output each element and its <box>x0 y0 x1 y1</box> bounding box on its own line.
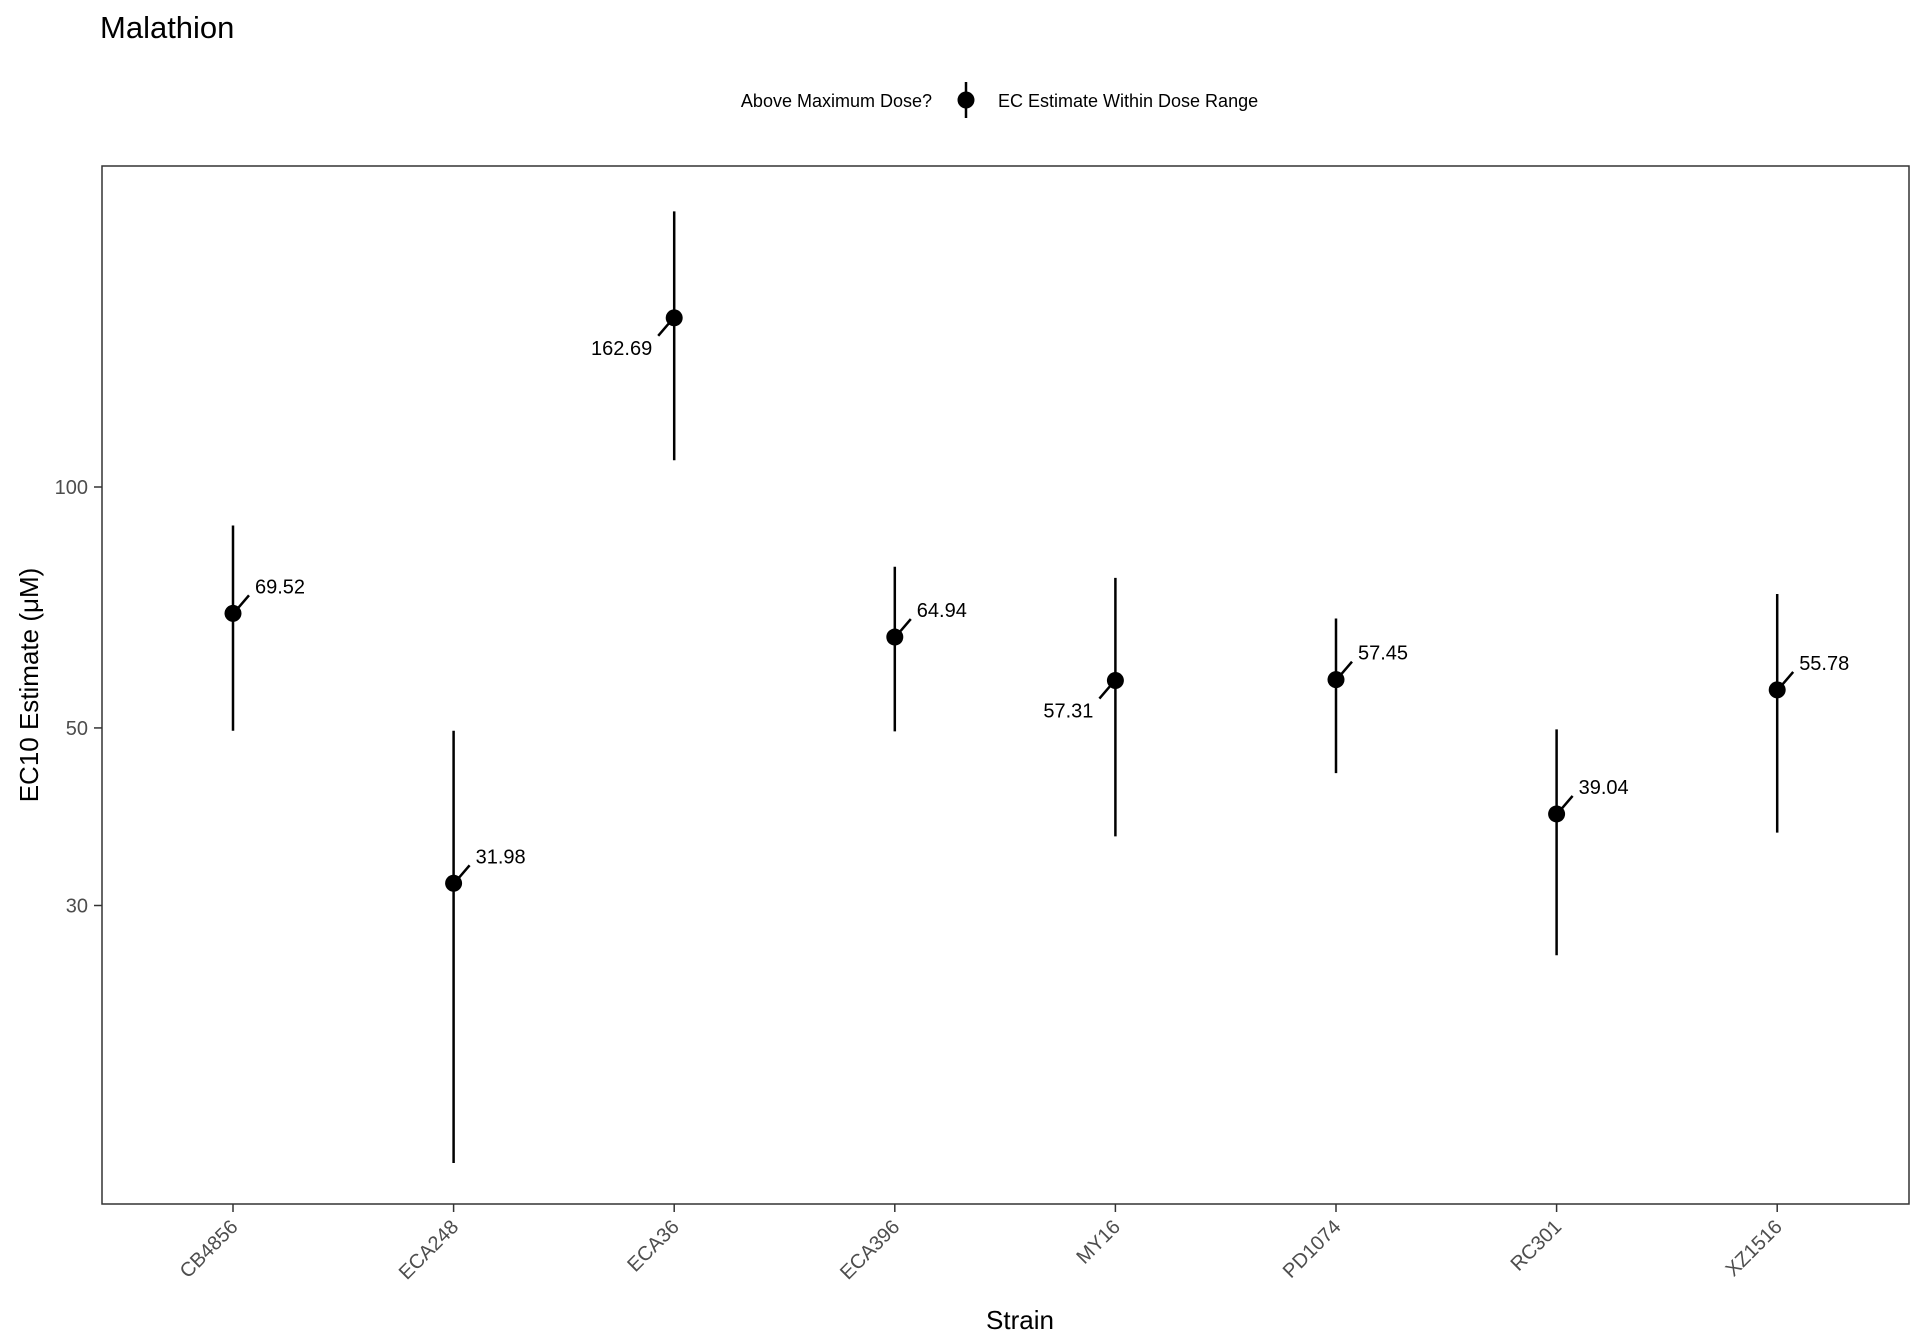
data-label: 69.52 <box>255 576 305 598</box>
x-tick-label: MY16 <box>1072 1216 1125 1269</box>
data-label: 57.31 <box>1043 701 1093 723</box>
data-label: 162.69 <box>591 338 652 360</box>
label-leader <box>897 618 912 634</box>
data-label: 57.45 <box>1358 643 1408 665</box>
legend-key-point <box>957 91 975 109</box>
legend-entry: EC Estimate Within Dose Range <box>998 91 1258 111</box>
label-leader <box>236 594 250 611</box>
x-tick-label: PD1074 <box>1279 1216 1346 1283</box>
x-tick-label: RC301 <box>1507 1216 1567 1276</box>
plot-panel <box>101 165 1910 1205</box>
label-leader <box>1780 671 1795 687</box>
y-axis: 30 50 100 <box>55 477 102 918</box>
data-label: 64.94 <box>917 600 967 622</box>
data-label: 39.04 <box>1579 777 1629 799</box>
label-leader <box>1098 683 1113 700</box>
data-label: 31.98 <box>476 846 526 868</box>
x-tick-label: CB4856 <box>176 1216 243 1283</box>
y-tick-label: 30 <box>66 896 88 918</box>
y-tick-label: 100 <box>55 477 88 499</box>
label-leader <box>1559 795 1574 811</box>
x-tick-label: XZ1516 <box>1722 1216 1787 1281</box>
legend: Above Maximum Dose? EC Estimate Within D… <box>741 82 1258 118</box>
label-leader <box>456 864 471 881</box>
x-axis: CB4856 ECA248 ECA36 ECA396 MY16 PD1074 RC301 XZ… <box>176 1204 1787 1284</box>
y-tick-label: 50 <box>66 718 88 740</box>
legend-title: Above Maximum Dose? <box>741 91 932 111</box>
x-tick-label: ECA248 <box>395 1216 463 1284</box>
data-marks: 69.52 31.98 162.69 64.94 57.31 57.45 39.04 55.7… <box>224 211 1849 1164</box>
x-axis-title: Strain <box>986 1305 1054 1335</box>
label-leader <box>1339 660 1353 677</box>
y-axis-title: EC10 Estimate (μM) <box>14 568 44 803</box>
data-label: 55.78 <box>1799 653 1849 675</box>
x-tick-label: ECA396 <box>836 1216 904 1284</box>
x-tick-label: ECA36 <box>623 1216 683 1276</box>
chart-title: Malathion <box>100 10 234 45</box>
label-leader <box>657 321 672 337</box>
